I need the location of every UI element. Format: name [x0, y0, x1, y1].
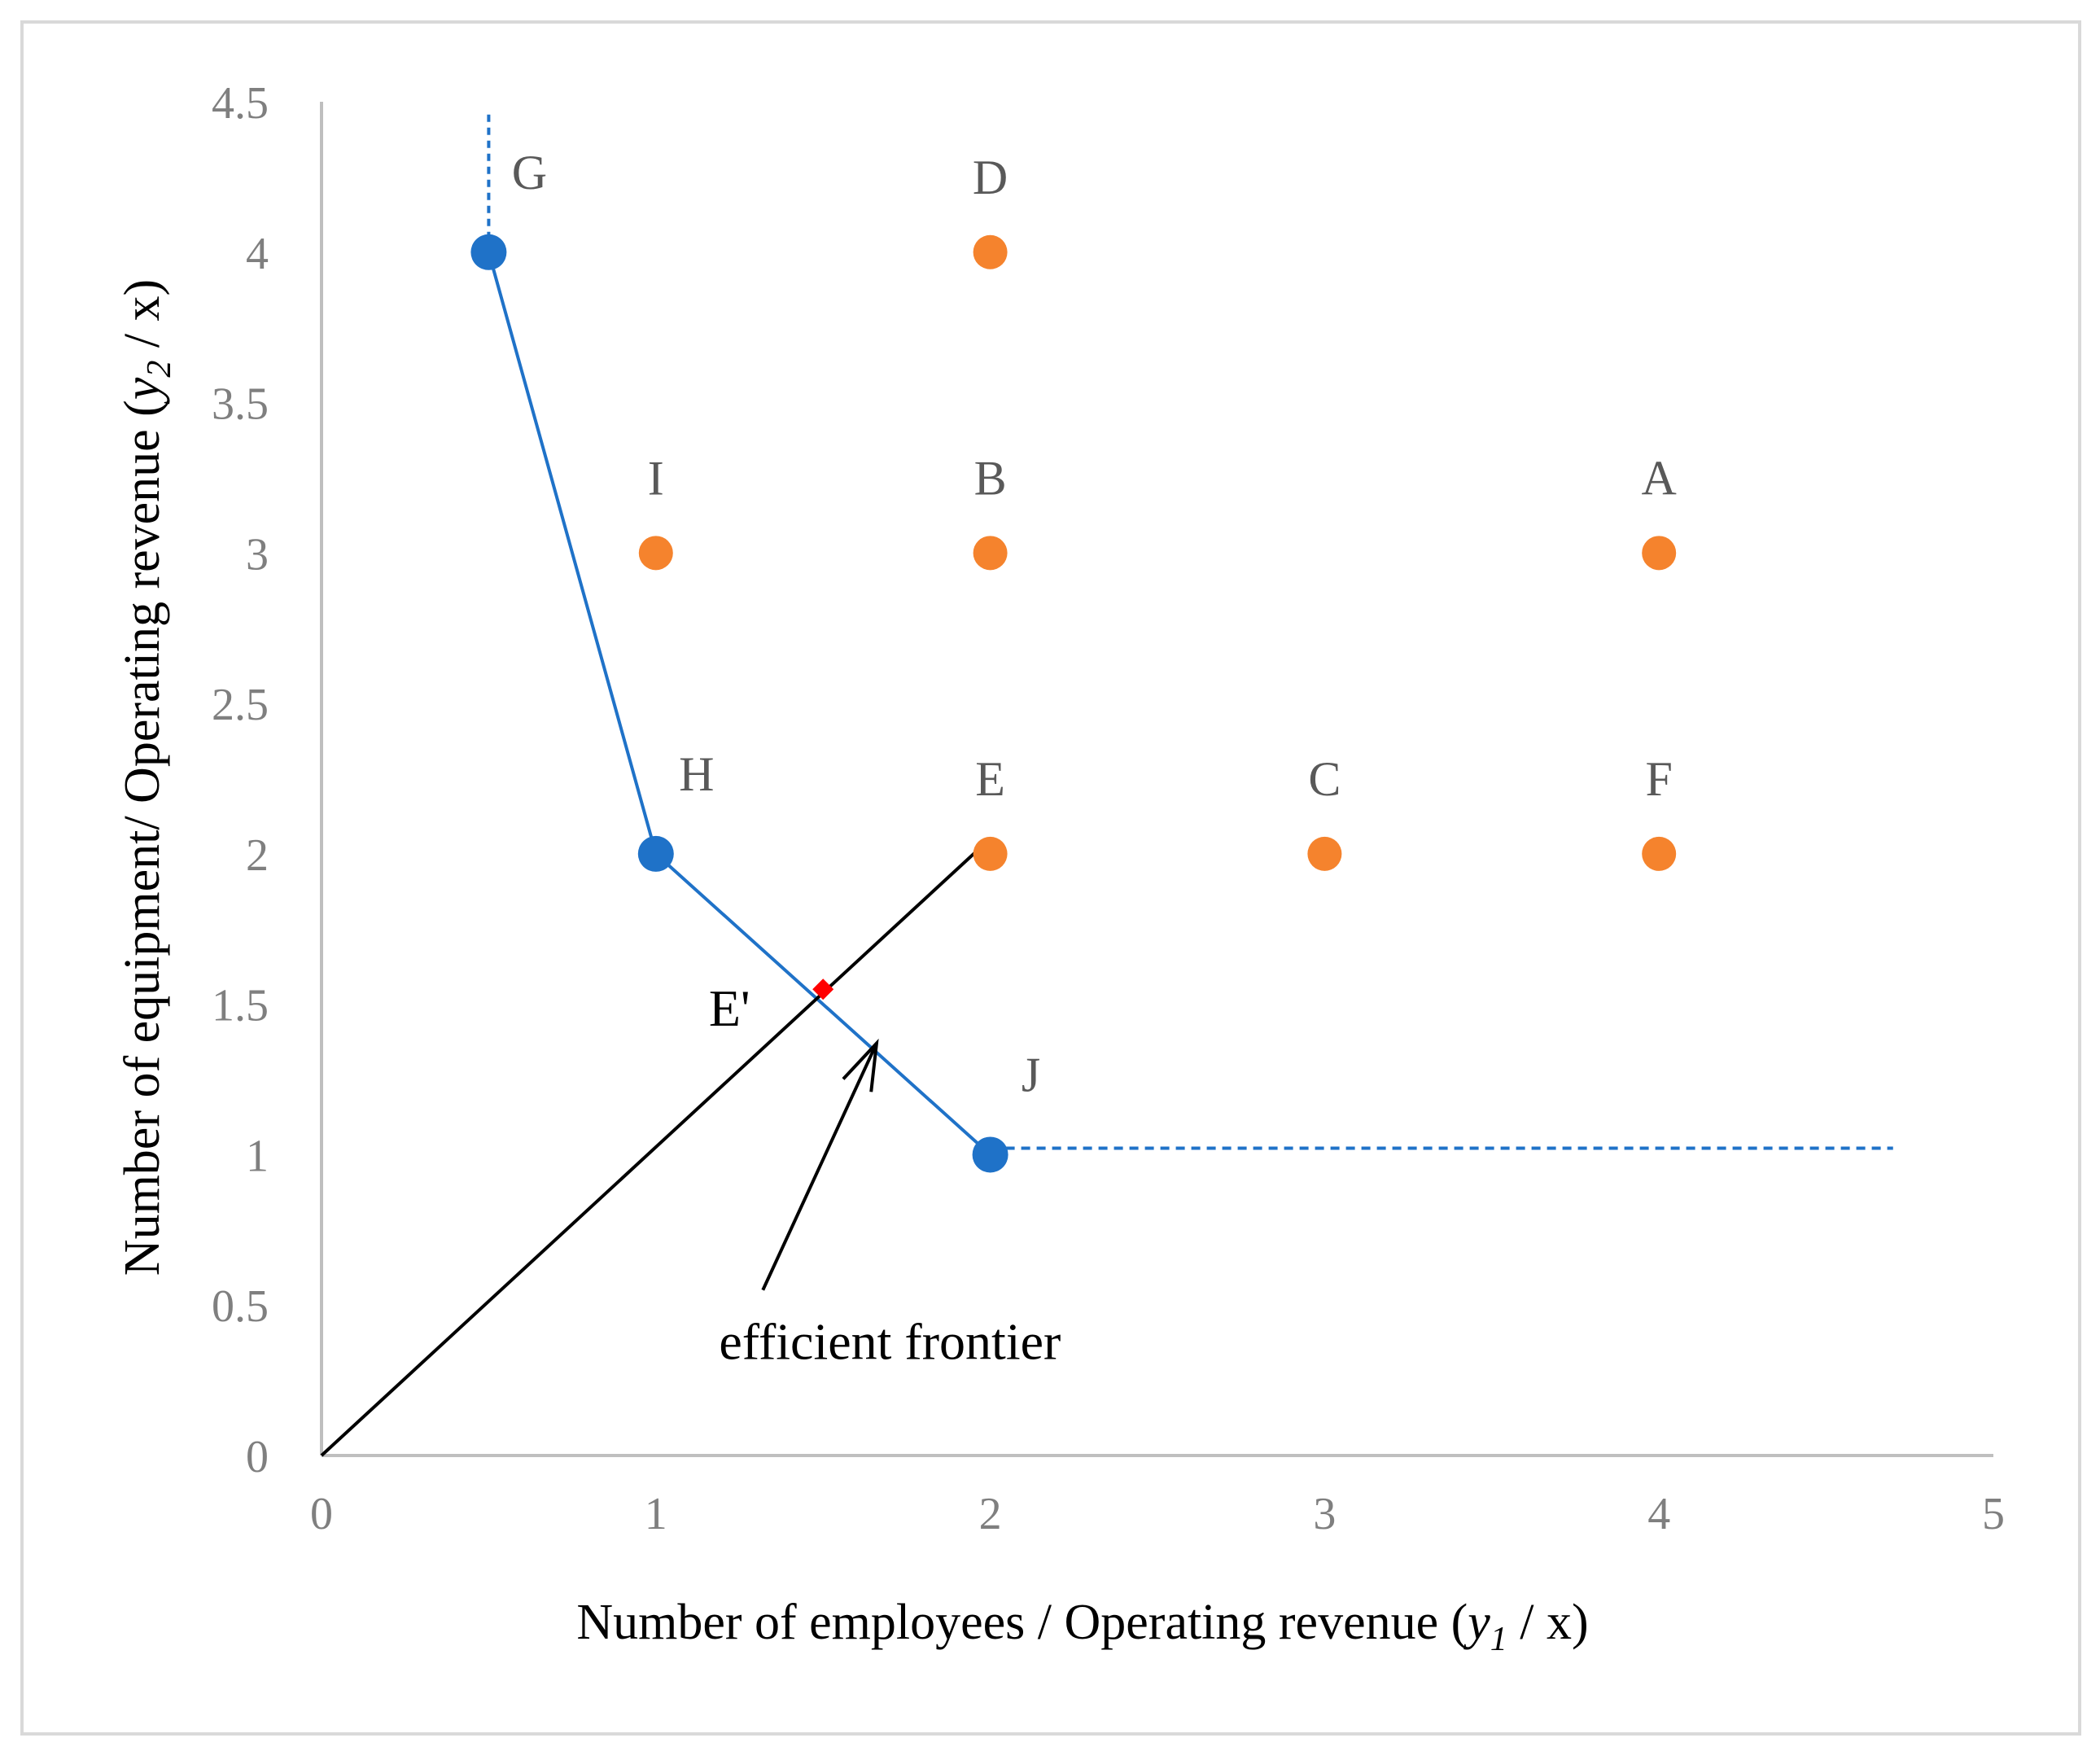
x-tick-label: 4: [1647, 1489, 1670, 1539]
point-label-C: C: [1308, 752, 1341, 806]
point-label-B: B: [974, 451, 1007, 505]
data-point-G: [470, 234, 507, 270]
point-label-H: H: [679, 747, 714, 801]
y-tick-label: 0: [246, 1432, 269, 1482]
y-axis-title-suffix: / x): [115, 279, 170, 361]
y-tick-label: 0.5: [212, 1281, 269, 1332]
point-label-E: E: [975, 752, 1005, 806]
y-axis-title-sub: 2: [141, 361, 178, 378]
data-point-C: [1307, 836, 1342, 871]
y-tick-label: 3: [246, 529, 269, 580]
data-point-A: [1642, 536, 1677, 571]
point-labels: efficient frontier G H J D I B A E C F E': [512, 146, 1677, 1371]
y-axis-title: Number of equipment/ Operating revenue (…: [115, 279, 178, 1276]
y-tick-label: 3.5: [212, 379, 269, 430]
x-axis-title-var: y: [1463, 1595, 1490, 1650]
point-label-I: I: [648, 451, 664, 505]
point-label-J: J: [1022, 1048, 1040, 1101]
tick-labels: 0 1 2 3 4 5 0 0.5 1 1.5 2 2.5 3 3.5 4 4.5: [212, 78, 2005, 1539]
x-tick-label: 5: [1982, 1489, 2005, 1539]
x-tick-label: 1: [645, 1489, 667, 1539]
y-tick-label: 2.5: [212, 680, 269, 730]
x-axis-title-prefix: Number of employees / Operating revenue …: [576, 1595, 1468, 1650]
x-tick-label: 0: [310, 1489, 333, 1539]
data-point-E: [973, 836, 1008, 871]
x-tick-label: 2: [979, 1489, 1002, 1539]
x-axis-title-sub: 1: [1490, 1621, 1507, 1658]
data-point-I: [638, 536, 673, 571]
figure-border: [20, 20, 2081, 1736]
point-label-D: D: [973, 151, 1008, 204]
projection-point: [812, 978, 834, 1000]
point-label-A: A: [1642, 451, 1677, 505]
data-point-D: [973, 234, 1008, 269]
y-tick-label: 2: [246, 830, 269, 881]
y-axis-title-prefix: Number of equipment/ Operating revenue (: [115, 400, 170, 1276]
frontier-segment: [654, 852, 991, 1156]
frontier-lines: [320, 112, 1893, 1457]
projection-label: E': [709, 979, 750, 1037]
annotation-arrow-shaft: [761, 1042, 878, 1291]
data-points: [470, 234, 1677, 1173]
data-point-B: [973, 536, 1008, 571]
data-point-F: [1642, 836, 1677, 871]
frontier-segment: [487, 252, 658, 855]
point-label-F: F: [1646, 752, 1673, 806]
y-tick-label: 4: [246, 229, 269, 279]
data-point-H: [637, 835, 674, 872]
point-label-G: G: [512, 146, 547, 199]
axes: [320, 102, 1993, 1457]
x-tick-label: 3: [1313, 1489, 1336, 1539]
y-tick-label: 1: [246, 1131, 269, 1181]
annotation-text: efficient frontier: [719, 1313, 1061, 1371]
y-axis-title-var: y: [115, 377, 170, 405]
x-axis-title: Number of employees / Operating revenue …: [576, 1595, 1588, 1658]
x-axis-title-suffix: / x): [1507, 1595, 1589, 1650]
ray-line: [320, 847, 982, 1457]
y-tick-label: 1.5: [212, 981, 269, 1031]
annotation-arrow-head: [842, 1038, 879, 1092]
y-tick-label: 4.5: [212, 78, 269, 129]
data-point-J: [972, 1136, 1008, 1173]
